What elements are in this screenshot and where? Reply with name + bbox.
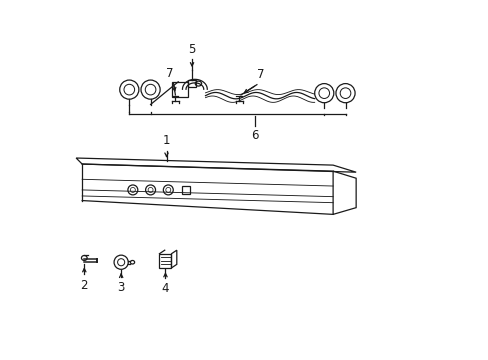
Text: 7: 7: [166, 67, 173, 80]
Text: 6: 6: [251, 129, 258, 142]
Text: 1: 1: [163, 134, 170, 147]
Bar: [182, 186, 190, 194]
Text: 4: 4: [162, 282, 169, 295]
Text: 3: 3: [117, 282, 124, 294]
Text: 5: 5: [188, 43, 195, 56]
Bar: [188, 80, 195, 87]
Text: 7: 7: [256, 68, 264, 81]
Text: 2: 2: [81, 279, 88, 292]
Bar: [171, 82, 187, 97]
Bar: [159, 254, 171, 268]
